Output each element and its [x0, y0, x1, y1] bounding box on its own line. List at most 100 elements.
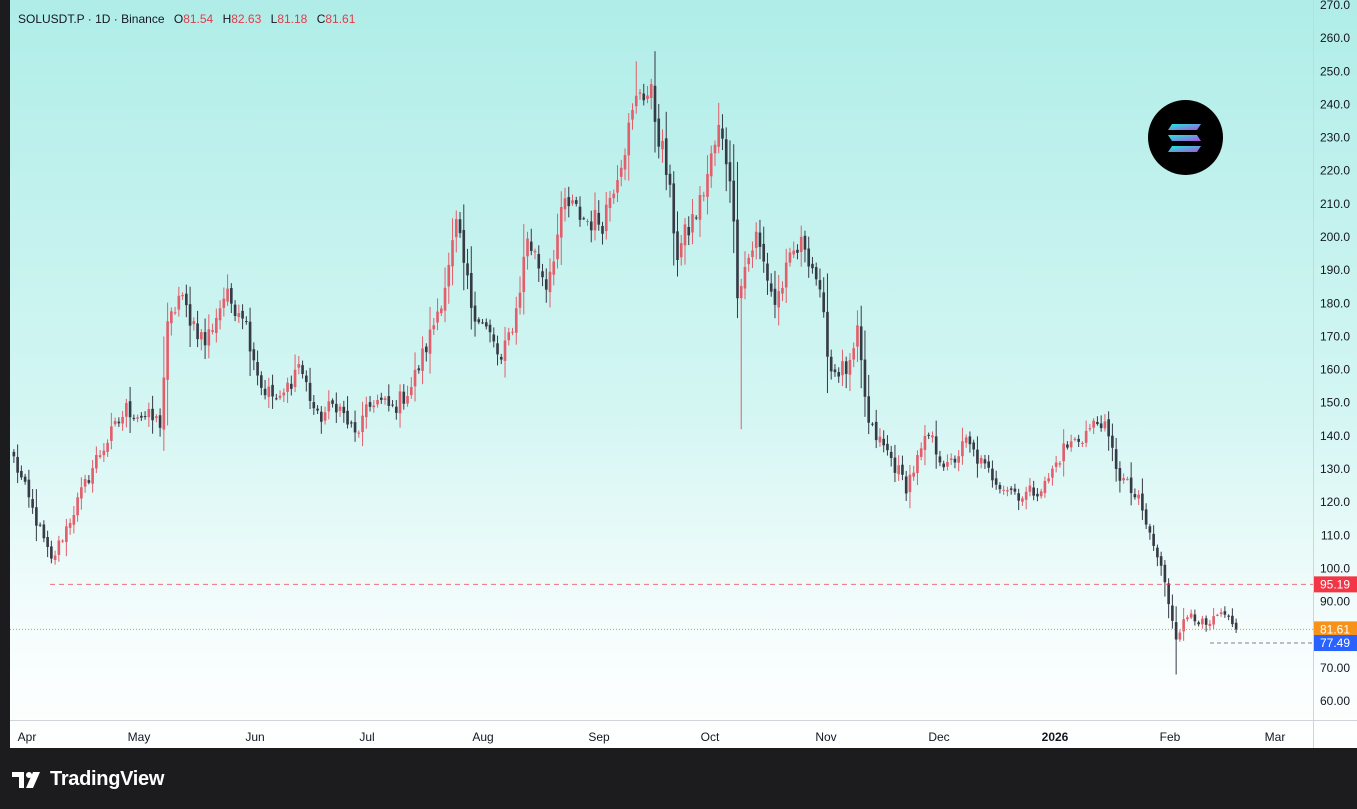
candle-body	[946, 461, 949, 467]
candle-body	[563, 198, 567, 210]
candle-body	[814, 267, 818, 280]
candle-body	[469, 273, 473, 308]
candle-body	[185, 293, 188, 306]
price-tick-label: 90.00	[1320, 595, 1350, 609]
candle-body	[12, 451, 16, 457]
candle-body	[586, 221, 589, 223]
candle-body	[245, 321, 248, 323]
candle-body	[698, 194, 702, 220]
time-axis-ticks: Apr May Jun Jul Aug Sep Oct Nov Dec 2026 Feb Mar	[18, 730, 1286, 744]
candle-body	[991, 468, 994, 481]
candle-body	[608, 197, 612, 208]
candle-body	[852, 348, 856, 360]
candle-body	[132, 417, 136, 419]
time-tick-label: Jun	[245, 730, 264, 744]
candle-body	[901, 464, 904, 475]
candle-body	[1212, 616, 1215, 625]
candle-body	[687, 226, 691, 236]
candle-body	[368, 402, 372, 407]
candle-body	[724, 139, 728, 165]
price-tick-label: 260.0	[1320, 31, 1350, 45]
candle-body	[151, 408, 154, 421]
candle-body	[477, 319, 481, 323]
candle-body	[552, 261, 556, 275]
price-tick-label: 70.00	[1320, 661, 1350, 675]
candle-body	[252, 349, 256, 361]
candle-body	[1043, 480, 1047, 494]
candle-body	[934, 436, 938, 455]
candle-body	[758, 232, 762, 247]
candle-body	[447, 264, 451, 287]
candle-body	[582, 218, 586, 220]
candle-body	[353, 422, 357, 433]
candle-body	[454, 219, 458, 238]
candle-body	[488, 324, 492, 333]
symbol-title[interactable]: SOLUSDT.P · 1D · Binance	[18, 12, 165, 26]
candle-body	[878, 436, 882, 443]
candle-body	[443, 287, 447, 311]
candle-body	[203, 332, 207, 346]
candle-body	[593, 209, 597, 231]
candle-body	[372, 405, 376, 408]
candle-body	[1171, 605, 1174, 621]
candle-body	[207, 329, 211, 346]
candle-body	[364, 404, 368, 418]
candle-body	[522, 256, 526, 293]
candle-body	[694, 217, 698, 219]
candle-body	[237, 313, 241, 317]
candle-body	[923, 435, 927, 450]
candle-body	[1009, 488, 1013, 490]
candle-body	[57, 540, 61, 555]
candle-body	[177, 295, 181, 310]
candle-body	[1006, 490, 1009, 492]
candle-body	[496, 343, 499, 355]
candle-body	[462, 229, 466, 263]
candle-body	[706, 173, 709, 197]
candle-body	[739, 285, 743, 299]
tradingview-brand[interactable]: TradingView	[12, 768, 164, 791]
candle-body	[38, 524, 42, 526]
candle-body	[1039, 491, 1043, 497]
resistance-price-label-box	[1314, 576, 1357, 593]
candle-body	[721, 128, 724, 139]
candle-body	[578, 206, 582, 220]
price-tick-label: 100.0	[1320, 561, 1350, 575]
price-tick-label: 270.0	[1320, 0, 1350, 12]
candle-body	[334, 403, 338, 413]
candle-body	[807, 248, 811, 267]
candle-body	[248, 321, 252, 352]
candle-body	[230, 288, 233, 304]
candlestick-chart[interactable]: 60.0070.0080.0090.00100.0110.0120.0130.0…	[10, 0, 1357, 748]
candle-body	[773, 288, 777, 305]
support-price-label: 77.49	[1320, 636, 1350, 650]
candle-body	[638, 92, 642, 94]
candle-body	[222, 298, 226, 308]
candle-body	[762, 243, 766, 262]
price-tick-label: 180.0	[1320, 296, 1350, 310]
candle-body	[290, 383, 293, 389]
candle-body	[979, 457, 983, 464]
candle-body	[492, 334, 496, 342]
candle-body	[155, 416, 158, 419]
candle-body	[128, 401, 132, 418]
candle-body	[1073, 438, 1077, 440]
chart-panel[interactable]: 60.0070.0080.0090.00100.0110.0120.0130.0…	[10, 0, 1357, 748]
candle-body	[544, 279, 548, 290]
candle-body	[1066, 444, 1069, 448]
candle-body	[1216, 614, 1219, 616]
candle-body	[529, 241, 533, 251]
candle-body	[387, 396, 391, 406]
candle-body	[507, 332, 511, 341]
candle-body	[106, 442, 109, 453]
candle-body	[1028, 485, 1032, 492]
candle-body	[117, 421, 121, 424]
candle-body	[233, 304, 237, 316]
symbol-legend[interactable]: SOLUSDT.P · 1D · Binance O81.54 H82.63 L…	[18, 12, 355, 26]
candle-body	[597, 212, 601, 225]
candle-body	[863, 359, 867, 397]
candle-body	[751, 250, 754, 258]
candle-body	[200, 332, 203, 340]
candle-body	[218, 308, 222, 321]
candle-body	[241, 310, 244, 319]
